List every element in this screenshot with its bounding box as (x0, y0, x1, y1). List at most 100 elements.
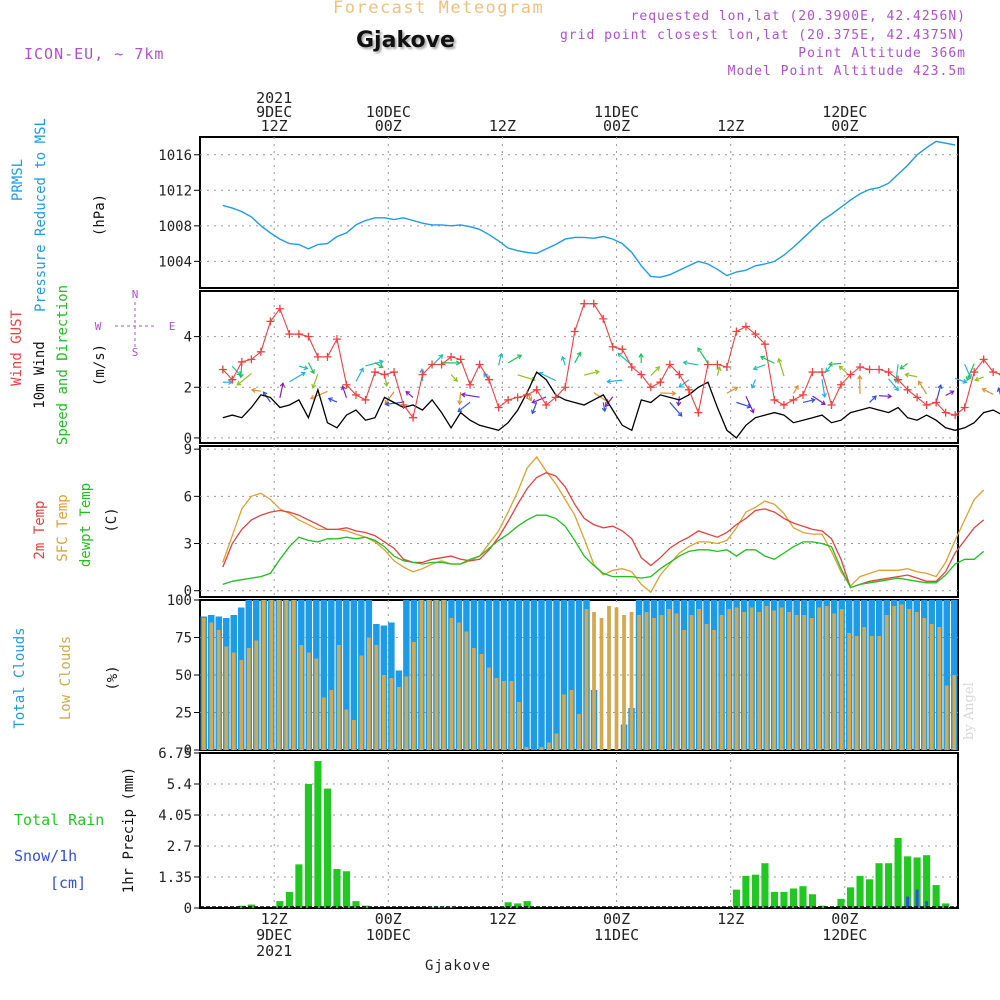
rain-bar (894, 837, 902, 908)
model-label: ICON-EU, ~ 7km (24, 45, 165, 63)
rain-bar (770, 891, 779, 908)
rain-bar (742, 875, 750, 908)
wind-direction-arrow (683, 361, 699, 366)
wind-direction-arrowhead (677, 411, 683, 417)
cloud-low-bar (291, 600, 296, 750)
ytick-label-clouds: 0 (184, 743, 192, 759)
wind-direction-arrow (716, 366, 721, 376)
cloud-low-bar (569, 690, 574, 750)
cloud-low-bar (397, 687, 401, 750)
wind-direction-arrow (879, 395, 892, 397)
wind-gust-marker (884, 368, 893, 377)
temp-dewpt-label: dewpt Temp (78, 483, 94, 567)
cloud-low-bar (899, 604, 904, 750)
rain-bar (295, 864, 303, 908)
wind-direction-arrowhead (697, 347, 702, 353)
cloud-low-bar (374, 645, 379, 750)
rain-bar (238, 905, 246, 908)
point-altitude: Point Altitude 366m (798, 46, 966, 61)
time-label-bottom: 12Z (717, 910, 744, 928)
cloud-low-bar (314, 658, 319, 750)
wind-gust-marker (656, 378, 665, 387)
wind-direction-arrowhead (838, 365, 844, 371)
compass-e: E (169, 320, 176, 333)
wind-gust-marker (313, 352, 322, 361)
wind-direction-arrow (461, 393, 480, 398)
time-label-top: 11DEC (594, 103, 639, 121)
wind-direction-arrowhead (310, 369, 315, 375)
wind-gust-marker (523, 390, 532, 399)
wind-gust-marker (894, 375, 903, 384)
wind-direction-arrow (888, 378, 899, 391)
cloud-low-bar (772, 610, 777, 750)
wind-direction-arrow (802, 399, 815, 403)
total-rain-label: Total Rain (14, 811, 104, 829)
cloud-low-bar (269, 600, 274, 750)
wind-direction-arrowhead (810, 397, 816, 403)
rain-bar (447, 906, 455, 908)
cloud-low-bar (464, 631, 469, 750)
wind-direction-arrow (678, 379, 690, 388)
wind-gust-marker (504, 395, 513, 404)
wind-gust-marker (532, 385, 541, 394)
rain-bar (333, 868, 341, 908)
wind-gust-marker (475, 360, 484, 369)
wind-direction-arrowhead (604, 402, 610, 408)
wind-gust-marker (447, 352, 456, 361)
cloud-low-bar (734, 607, 739, 750)
wind-direction-arrowhead (378, 363, 384, 369)
wind-direction-arrowhead (750, 383, 756, 389)
wind-direction-arrow (341, 386, 348, 398)
wind-gust-marker (837, 380, 846, 389)
wind-direction-arrow (982, 388, 994, 395)
wind-direction-arrowhead (378, 359, 384, 365)
cloud-total-bar (508, 600, 515, 750)
cloud-low-bar (757, 612, 761, 750)
cloud-low-bar (952, 675, 957, 750)
wind-direction-arrow (251, 389, 261, 392)
wind-gust-line (222, 303, 1000, 419)
cloud-low-bar (922, 618, 927, 750)
cloud-low-bar (509, 681, 514, 750)
cloud-low-bar (231, 652, 236, 750)
wind-direction-arrowhead (821, 393, 827, 399)
time-label-bottom: 11DEC (594, 926, 639, 944)
rain-bar (276, 901, 284, 908)
cloud-low-bar (937, 627, 942, 750)
ytick-label-clouds: 75 (175, 631, 192, 647)
wind-direction-arrowhead (974, 376, 980, 382)
wind-direction-arrowhead (517, 354, 523, 360)
ytick-label-wind: 0 (184, 431, 192, 447)
wind-gust-marker (551, 393, 560, 402)
wind-direction-arrowhead (405, 390, 411, 396)
compass-w: W (95, 320, 102, 333)
panel-frame-pressure (199, 136, 959, 289)
rain-bar (913, 857, 921, 908)
wind-direction-arrow (697, 347, 709, 364)
location-title: Gjakove (356, 28, 455, 53)
wind-gust-marker (817, 368, 826, 377)
cloud-low-bar (614, 607, 619, 750)
time-label-bottom: 12Z (489, 910, 516, 928)
wind-gust-marker (332, 335, 341, 344)
time-label-top: 10DEC (366, 103, 411, 121)
wind-gust-marker (922, 401, 931, 409)
rain-bar (780, 891, 788, 908)
wind-gust-marker (941, 408, 950, 417)
rain-bar (942, 903, 950, 908)
wind-direction-arrowhead (311, 383, 317, 389)
wind-direction-arrow (561, 356, 566, 366)
wind-direction-arrow (905, 373, 918, 378)
wind-direction-arrowhead (894, 386, 899, 392)
wind-direction-arrowhead (606, 378, 612, 385)
wind-direction-arrowhead (383, 381, 389, 388)
wind-gust-marker (247, 355, 256, 364)
time-label-top: 12Z (261, 117, 288, 135)
wind-direction-arrow (821, 379, 826, 398)
wind-gust-marker (903, 385, 912, 394)
ytick-label-precip: 1.35 (158, 870, 192, 886)
cloud-low-bar (929, 624, 934, 750)
wind-direction-arrow (751, 379, 756, 389)
time-label-top: 00Z (603, 117, 630, 135)
cloud-low-bar (359, 655, 364, 750)
